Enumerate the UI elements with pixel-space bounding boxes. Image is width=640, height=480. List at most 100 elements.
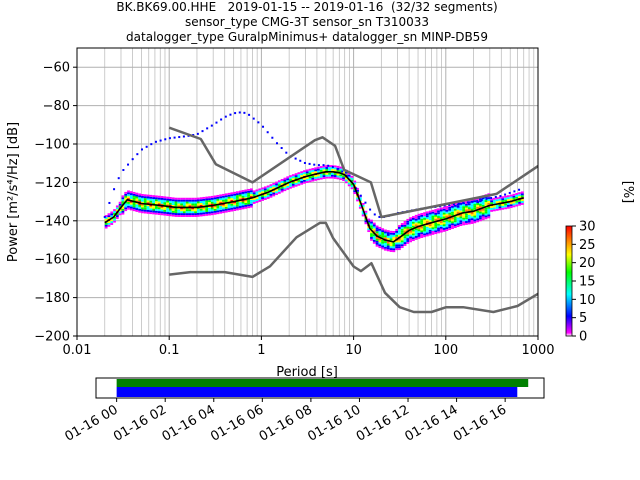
ppsd-cell — [297, 183, 301, 186]
ppsd-cell — [384, 248, 387, 251]
ppsd-cell — [459, 224, 463, 227]
ppsd-cell — [199, 214, 203, 217]
ppsd-cell — [222, 197, 225, 200]
ppsd-cell — [104, 226, 108, 229]
ppsd-outlier — [476, 199, 479, 202]
ppsd-cell — [378, 242, 382, 245]
ppsd-outlier — [359, 194, 362, 197]
ppsd-cell — [381, 239, 385, 242]
ppsd-cell — [297, 181, 301, 184]
ppsd-cell — [171, 210, 175, 213]
ppsd-cell — [196, 212, 200, 215]
y-tick-label: −80 — [43, 99, 70, 114]
ppsd-cell — [213, 195, 217, 198]
ppsd-cell — [445, 225, 449, 228]
ppsd-cell — [185, 211, 189, 214]
ppsd-cell — [236, 206, 239, 209]
ppsd-cell — [347, 176, 351, 179]
ppsd-outlier — [331, 165, 334, 168]
ppsd-cell — [465, 207, 468, 210]
ppsd-cell — [428, 216, 432, 219]
ppsd-cell — [210, 195, 214, 198]
ppsd-cell — [384, 244, 387, 247]
ppsd-cell — [199, 204, 203, 207]
ppsd-cell — [431, 213, 435, 216]
ppsd-cell — [456, 219, 460, 222]
ppsd-cell — [289, 179, 292, 181]
ppsd-cell — [423, 212, 426, 215]
timeline-bars — [116, 379, 529, 397]
ppsd-cell — [395, 248, 399, 251]
ppsd-cell — [300, 175, 304, 178]
ppsd-cell — [300, 180, 304, 183]
ppsd-cell — [163, 198, 167, 201]
ppsd-cell — [146, 211, 150, 214]
ppsd-cell — [180, 213, 183, 216]
ppsd-cell — [300, 178, 304, 181]
ppsd-cell — [451, 219, 454, 222]
ppsd-cell — [509, 202, 513, 205]
ppsd-cell — [269, 193, 273, 196]
ppsd-cell — [370, 223, 373, 226]
ppsd-cell — [386, 235, 390, 238]
ppsd-cell — [495, 201, 499, 204]
ppsd-cell — [171, 212, 175, 215]
ppsd-cell — [467, 203, 471, 206]
processed-segments-bar — [116, 387, 518, 397]
ppsd-cell — [350, 183, 354, 186]
ppsd-cell — [185, 201, 189, 204]
ppsd-cell — [286, 178, 290, 181]
ppsd-cell — [143, 211, 147, 214]
ppsd-cell — [152, 208, 156, 211]
ppsd-cell — [381, 235, 385, 238]
ppsd-cell — [406, 234, 410, 237]
ppsd-cell — [252, 190, 256, 193]
ppsd-cell — [247, 194, 250, 197]
ppsd-cell — [509, 204, 513, 207]
ppsd-cell — [398, 230, 401, 233]
ppsd-cell — [439, 207, 443, 210]
ppsd-cell — [420, 236, 424, 238]
ppsd-cell — [166, 202, 169, 205]
ppsd-cell — [205, 202, 209, 205]
ppsd-cell — [249, 205, 253, 208]
ppsd-cell — [425, 228, 429, 231]
ppsd-cell — [425, 211, 429, 214]
ppsd-cell — [272, 186, 276, 189]
ppsd-cell — [414, 230, 418, 233]
colorbar-tick-label: 5 — [579, 311, 587, 326]
ppsd-cell — [277, 187, 281, 190]
ppsd-cell — [347, 180, 351, 183]
ppsd-cell — [467, 220, 471, 223]
ppsd-cell — [375, 227, 379, 230]
ppsd-cell — [403, 238, 407, 241]
ppsd-cell — [325, 165, 329, 168]
ppsd-cell — [263, 190, 267, 193]
ppsd-cell — [163, 211, 167, 214]
ppsd-cell — [255, 200, 259, 203]
ppsd-cell — [495, 205, 499, 207]
ppsd-cell — [132, 199, 136, 202]
ppsd-cell — [166, 196, 169, 199]
ppsd-cell — [484, 213, 488, 216]
ppsd-cell — [420, 213, 424, 215]
ppsd-cell — [157, 205, 161, 208]
ppsd-cell — [439, 213, 443, 216]
ppsd-cell — [448, 226, 452, 229]
ppsd-cell — [515, 202, 519, 205]
ppsd-cell — [216, 202, 220, 205]
ppsd-cell — [372, 241, 376, 244]
ppsd-cell — [400, 236, 404, 239]
ppsd-cell — [157, 213, 161, 215]
ppsd-cell — [487, 212, 491, 215]
ppsd-cell — [498, 198, 502, 201]
ppsd-cell — [118, 205, 122, 208]
ppsd-cell — [238, 198, 242, 201]
ppsd-cell — [258, 192, 262, 195]
ppsd-cell — [127, 192, 130, 195]
ppsd-cell — [425, 215, 429, 218]
ppsd-cell — [400, 244, 404, 247]
ppsd-cell — [104, 224, 108, 227]
ppsd-cell — [127, 198, 130, 201]
ppsd-cell — [191, 209, 195, 212]
